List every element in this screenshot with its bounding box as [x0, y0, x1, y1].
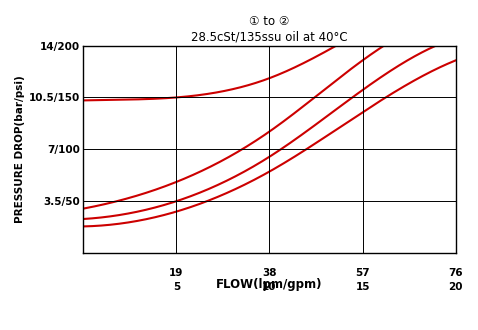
Title: ① to ②
28.5cSt/135ssu oil at 40°C: ① to ② 28.5cSt/135ssu oil at 40°C [191, 15, 348, 43]
X-axis label: FLOW(lpm/gpm): FLOW(lpm/gpm) [216, 278, 323, 291]
Text: 5: 5 [173, 282, 180, 292]
Text: 15: 15 [355, 282, 370, 292]
Text: 76: 76 [448, 268, 463, 278]
Text: 19: 19 [169, 268, 184, 278]
Text: 38: 38 [262, 268, 277, 278]
Text: 57: 57 [355, 268, 370, 278]
Text: 10: 10 [262, 282, 277, 292]
Text: 20: 20 [448, 282, 463, 292]
Y-axis label: PRESSURE DROP(bar/psi): PRESSURE DROP(bar/psi) [15, 76, 25, 223]
